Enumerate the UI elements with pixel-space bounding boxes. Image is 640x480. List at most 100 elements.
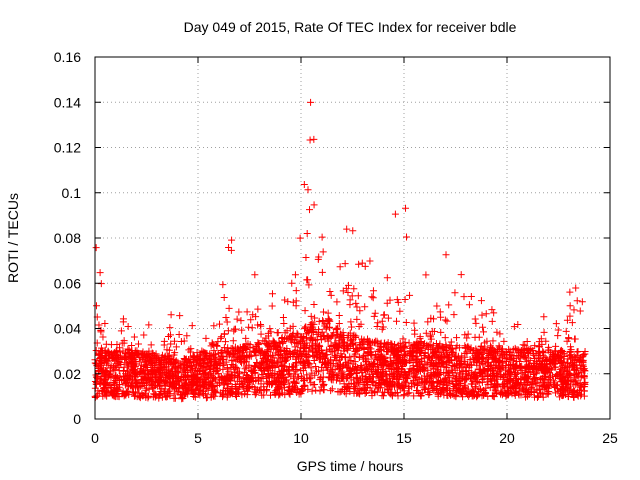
data-point	[526, 390, 534, 398]
data-point	[177, 338, 185, 346]
data-point	[373, 323, 381, 331]
data-point	[452, 344, 460, 352]
data-point	[450, 311, 458, 319]
data-point	[331, 342, 339, 350]
data-point	[144, 371, 152, 379]
data-point	[173, 367, 181, 375]
data-point	[478, 311, 486, 319]
y-axis-label: ROTI / TECUs	[5, 193, 21, 283]
data-point	[150, 390, 158, 398]
data-point	[360, 351, 368, 359]
data-point	[240, 359, 248, 367]
data-point	[521, 381, 529, 388]
data-point	[534, 392, 542, 400]
data-point	[556, 389, 564, 397]
data-point	[324, 316, 332, 324]
data-point	[359, 339, 367, 347]
data-point	[250, 347, 258, 355]
data-point	[510, 370, 518, 378]
data-point	[253, 359, 261, 367]
data-point	[491, 386, 499, 394]
data-point	[476, 365, 484, 373]
data-point	[465, 367, 473, 375]
data-point	[167, 311, 175, 319]
data-point	[519, 345, 527, 353]
data-point	[428, 371, 436, 379]
data-point	[441, 316, 449, 324]
data-point	[337, 353, 345, 361]
data-point	[433, 302, 441, 310]
data-point	[405, 369, 413, 377]
data-point	[331, 366, 339, 374]
data-point	[443, 317, 451, 325]
data-point	[473, 361, 481, 369]
data-point	[300, 180, 308, 188]
data-point	[97, 326, 105, 334]
data-point	[480, 375, 488, 383]
data-point	[447, 348, 455, 356]
data-point	[396, 307, 404, 315]
data-point	[289, 322, 297, 330]
data-point	[208, 372, 216, 380]
data-point	[136, 369, 144, 377]
data-point	[351, 380, 359, 388]
data-point	[102, 380, 110, 388]
data-point	[368, 389, 376, 397]
data-point	[522, 393, 530, 401]
data-point	[223, 353, 231, 361]
data-point	[554, 326, 562, 334]
data-point	[381, 389, 389, 397]
data-point	[163, 352, 171, 360]
data-point	[95, 390, 103, 398]
y-tick-label: 0.06	[54, 275, 81, 291]
data-point	[269, 359, 277, 367]
data-point	[285, 351, 293, 359]
data-point	[140, 331, 148, 339]
data-point	[493, 381, 501, 389]
data-point	[311, 314, 319, 322]
data-point	[373, 363, 381, 371]
data-point	[243, 384, 251, 392]
data-point	[263, 340, 271, 348]
data-point	[458, 389, 466, 397]
data-point	[281, 296, 289, 304]
data-point	[321, 335, 329, 343]
data-point	[135, 354, 143, 362]
data-point	[113, 340, 121, 348]
data-point	[312, 363, 320, 371]
data-point	[222, 314, 230, 322]
data-point	[423, 372, 431, 380]
data-point	[479, 360, 487, 368]
data-point	[486, 384, 494, 392]
data-point	[523, 338, 531, 346]
data-point	[394, 360, 402, 368]
data-point	[451, 374, 459, 382]
data-point	[387, 380, 395, 388]
data-point	[517, 363, 525, 371]
data-point	[170, 337, 178, 345]
data-point	[292, 333, 300, 341]
data-point	[422, 329, 430, 337]
data-point	[346, 301, 354, 309]
data-point	[357, 362, 365, 370]
data-point	[556, 393, 564, 401]
data-point	[552, 370, 560, 378]
data-point	[301, 307, 309, 315]
data-point	[111, 378, 119, 386]
data-point	[382, 367, 390, 375]
data-point	[310, 135, 318, 143]
data-point	[352, 332, 360, 340]
data-point	[375, 346, 383, 354]
data-point	[359, 374, 367, 382]
data-point	[120, 373, 128, 381]
data-point	[537, 335, 545, 343]
data-point	[361, 303, 369, 311]
data-point	[225, 304, 233, 312]
data-point	[216, 320, 224, 328]
data-point	[506, 351, 514, 359]
data-point	[552, 320, 560, 328]
data-point	[311, 340, 319, 348]
y-tick-label: 0.14	[54, 94, 81, 110]
data-point	[111, 351, 119, 359]
